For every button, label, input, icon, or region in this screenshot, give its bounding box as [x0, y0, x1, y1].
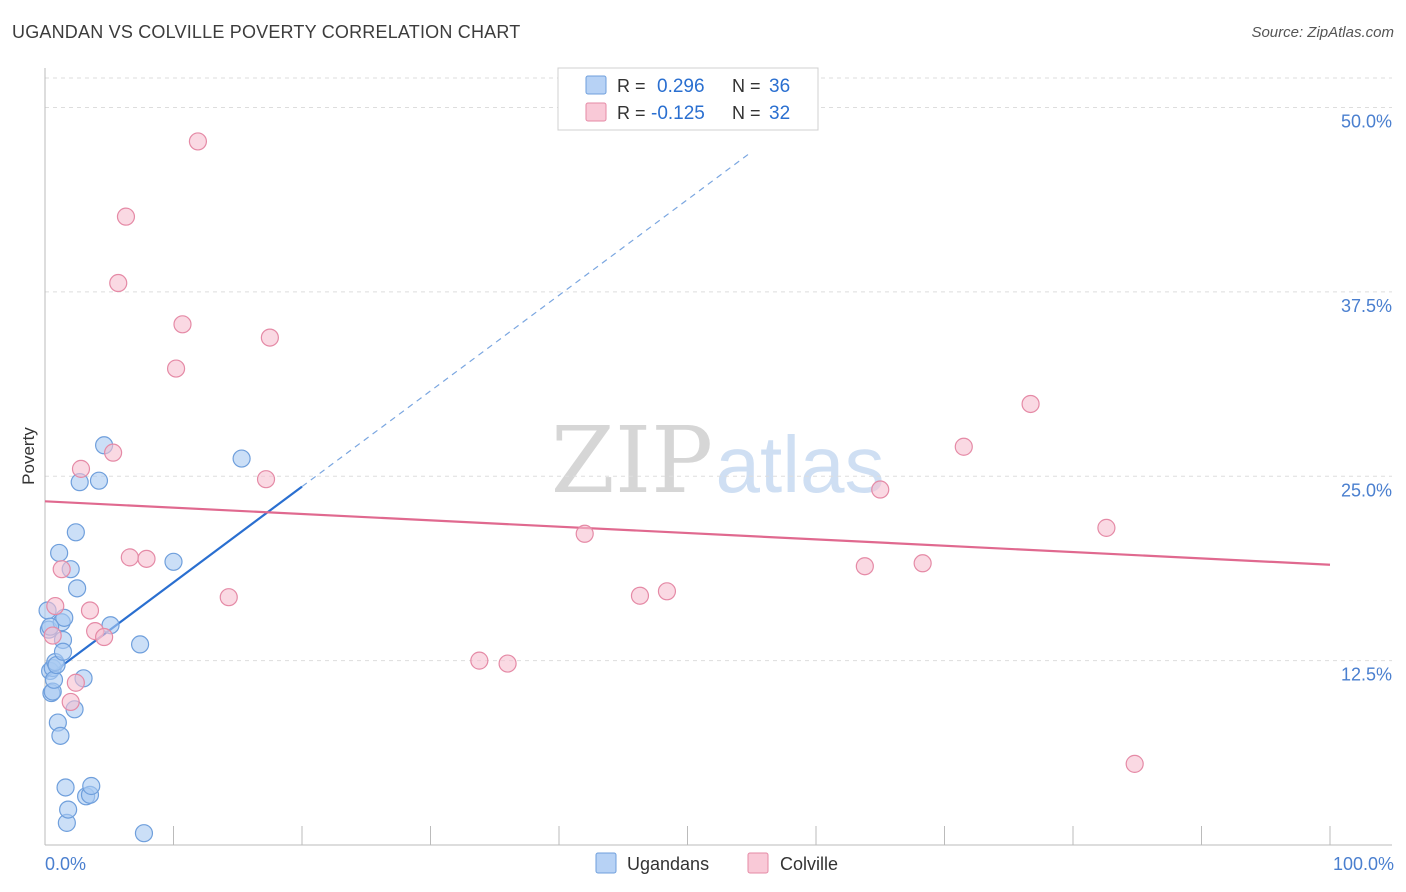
ugandans-point — [164, 552, 183, 571]
legend-r-label-1: R = — [617, 76, 646, 96]
ugandans-point — [44, 670, 64, 689]
ugandans-point — [53, 642, 73, 661]
x-tick-label: 0.0% — [45, 854, 86, 874]
ugandans-point — [51, 726, 70, 745]
legend-n-label-2: N = — [732, 103, 761, 123]
ugandans-point — [89, 471, 109, 490]
ugandans-point — [68, 579, 87, 598]
colville-point — [43, 626, 62, 645]
colville-point — [954, 437, 973, 456]
y-tick-label: 12.5% — [1341, 665, 1392, 685]
y-tick-label: 37.5% — [1341, 296, 1392, 316]
ugandans-point — [56, 778, 75, 797]
colville-point — [137, 549, 156, 568]
colville-point — [498, 654, 517, 673]
x-tick-label: 100.0% — [1333, 854, 1394, 874]
ugandans-trend-line — [44, 485, 303, 680]
ugandans-point — [134, 824, 154, 843]
colville-point — [657, 582, 677, 601]
data-points — [38, 132, 1144, 843]
bottom-legend-colville: Colville — [780, 854, 838, 874]
colville-point — [46, 596, 65, 616]
colville-point — [256, 470, 276, 489]
colville-point — [575, 524, 594, 543]
legend-r-value-1: 0.296 — [657, 76, 705, 97]
legend-r-label-2: R = — [617, 103, 646, 123]
colville-point — [104, 443, 123, 462]
bottom-legend-swatch-colville — [747, 852, 769, 874]
trend-lines — [44, 151, 1331, 680]
colville-point — [116, 207, 136, 226]
series-legend: Ugandans Colville — [595, 852, 838, 874]
colville-point — [173, 315, 192, 334]
colville-point — [630, 586, 650, 605]
bottom-legend-swatch-ugandans — [595, 852, 617, 874]
stats-legend: R = 0.296 N = 36 R = -0.125 N = 32 — [557, 67, 819, 131]
legend-n-value-1: 36 — [769, 76, 790, 97]
colville-point — [71, 459, 91, 478]
colville-point — [913, 554, 932, 573]
ugandans-point — [50, 543, 69, 563]
y-tick-label: 50.0% — [1341, 112, 1392, 132]
ugandans-point — [66, 523, 85, 542]
axes — [44, 68, 1392, 846]
tick-labels: 12.5% 25.0% 37.5% 50.0% 0.0% 100.0% — [45, 112, 1394, 875]
colville-point — [260, 328, 279, 347]
colville-point — [80, 601, 100, 620]
colville-point — [470, 651, 489, 670]
colville-point — [66, 673, 85, 692]
colville-point — [219, 588, 238, 607]
legend-r-value-2: -0.125 — [651, 103, 705, 124]
colville-point — [1021, 394, 1040, 414]
colville-point — [95, 627, 114, 647]
legend-swatch-colville — [585, 102, 607, 122]
colville-point — [871, 480, 890, 499]
colville-trend-line — [44, 500, 1331, 566]
legend-n-value-2: 32 — [769, 103, 790, 124]
colville-point — [166, 359, 186, 378]
colville-point — [120, 548, 139, 567]
ugandans-point — [232, 449, 251, 468]
colville-point — [188, 132, 208, 151]
colville-point — [1097, 518, 1116, 537]
colville-point — [109, 273, 128, 293]
y-axis-label: Poverty — [19, 427, 38, 485]
ugandans-point — [130, 635, 150, 654]
source-label: Source: ZipAtlas.com — [1251, 24, 1394, 41]
legend-n-label-1: N = — [732, 76, 761, 96]
ugandans-point — [59, 800, 78, 819]
y-tick-label: 25.0% — [1341, 480, 1392, 500]
colville-point — [61, 692, 80, 712]
legend-swatch-ugandans — [585, 75, 607, 95]
grid-lines — [45, 77, 1392, 662]
bottom-legend-ugandans: Ugandans — [627, 854, 709, 874]
watermark-atlas: atlas — [716, 420, 885, 509]
ugandans-point — [82, 776, 101, 796]
chart-title: UGANDAN VS COLVILLE POVERTY CORRELATION … — [12, 22, 521, 42]
colville-point — [52, 560, 71, 579]
colville-point — [855, 557, 874, 576]
watermark-zip: ZIP — [551, 407, 713, 514]
ugandans-trend-extension — [301, 151, 753, 488]
colville-point — [1125, 754, 1144, 773]
